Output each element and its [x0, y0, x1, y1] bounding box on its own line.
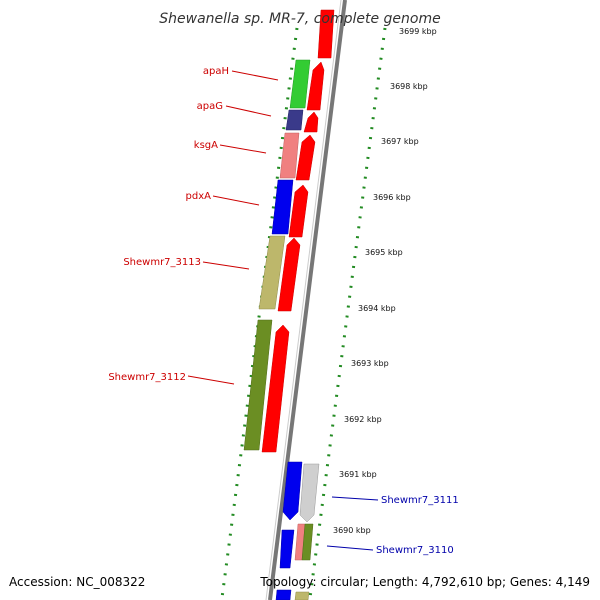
- tick-label: 3698 kbp: [390, 82, 428, 91]
- strand-arrow: [288, 184, 309, 238]
- tick-label: 3694 kbp: [358, 304, 396, 313]
- gene-label-Shewmr7-3111[interactable]: Shewmr7_3111: [381, 495, 459, 506]
- strand-arrow: [303, 111, 319, 133]
- tick-label: 3695 kbp: [365, 248, 403, 257]
- gene-box-Shewmr7-3113[interactable]: [258, 235, 286, 310]
- gene-arrow-blue[interactable]: [282, 461, 303, 521]
- connector-ksgA: [219, 144, 267, 154]
- gene-label-apaH[interactable]: apaH: [203, 66, 229, 77]
- strand-arrow: [317, 9, 335, 59]
- strand-arrow: [277, 237, 301, 312]
- connector-apaG: [225, 105, 272, 117]
- accession-text: Accession: NC_008322: [9, 575, 145, 589]
- tick-label: 3690 kbp: [333, 526, 371, 535]
- gene-label-Shewmr7-3112[interactable]: Shewmr7_3112: [108, 372, 186, 383]
- gene-box-ksgA[interactable]: [279, 132, 300, 179]
- gene-label-Shewmr7-3113[interactable]: Shewmr7_3113: [123, 257, 201, 268]
- strand-arrow: [295, 134, 316, 181]
- topology-text: Topology: circular; Length: 4,792,610 bp…: [259, 575, 590, 589]
- connector-Shewmr7-3111: [331, 496, 379, 501]
- gene-box-apaG[interactable]: [285, 109, 304, 131]
- gene-boxes-reverse: [275, 461, 320, 600]
- gene-box-apaH[interactable]: [289, 59, 311, 109]
- connector-Shewmr7-3112: [187, 375, 235, 385]
- label-connectors-red: [187, 70, 279, 385]
- tick-label: 3693 kbp: [351, 359, 389, 368]
- gene-arrow-blue[interactable]: [275, 589, 292, 600]
- gene-label-apaG[interactable]: apaG: [197, 101, 223, 112]
- gene-box-Shewmr7-3112[interactable]: [243, 319, 273, 451]
- gene-label-pdxA[interactable]: pdxA: [186, 191, 212, 202]
- connector-apaH: [231, 70, 279, 81]
- tick-label: 3692 kbp: [344, 415, 382, 424]
- gene-box-olive[interactable]: [301, 523, 314, 561]
- strand-arrow: [306, 61, 325, 111]
- tick-label: 3696 kbp: [373, 193, 411, 202]
- gene-box-pdxA[interactable]: [271, 179, 294, 235]
- gene-label-ksgA[interactable]: ksgA: [194, 140, 218, 151]
- strand-arrow: [261, 324, 290, 453]
- forward-strand-arrows: [261, 9, 335, 453]
- label-connectors-blue: [326, 496, 379, 551]
- gc-track-right: [308, 27, 387, 599]
- gene-box-Shewmr7-3111[interactable]: [299, 463, 320, 523]
- tick-label: 3691 kbp: [339, 470, 377, 479]
- genome-backbone-shadow: [265, 0, 342, 600]
- connector-Shewmr7-3110: [326, 545, 374, 551]
- gene-arrow-blue[interactable]: [279, 529, 295, 569]
- tick-label: 3697 kbp: [381, 137, 419, 146]
- connector-pdxA: [212, 195, 260, 206]
- gene-boxes-forward: [243, 59, 311, 451]
- genome-backbone: [268, 0, 347, 600]
- connector-Shewmr7-3113: [202, 261, 250, 270]
- gene-label-Shewmr7-3110[interactable]: Shewmr7_3110: [376, 545, 454, 556]
- gene-box-khaki[interactable]: [294, 591, 310, 600]
- tick-label: 3699 kbp: [399, 27, 437, 36]
- map-title: Shewanella sp. MR-7, complete genome: [159, 11, 440, 27]
